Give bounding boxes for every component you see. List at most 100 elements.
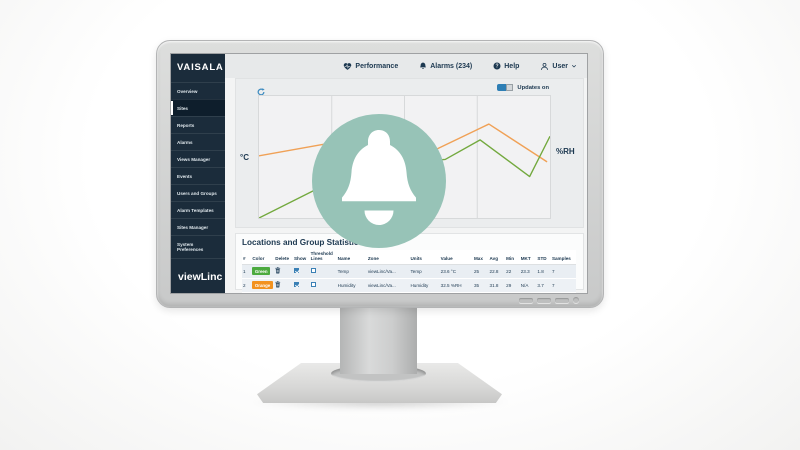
updates-control: Updates on: [497, 84, 549, 91]
sidebar-item-alarm-templates[interactable]: Alarm Templates: [171, 201, 225, 218]
topbar-item-user[interactable]: User: [540, 62, 577, 71]
samples-cell: 7: [550, 264, 576, 279]
sidebar-nav: Overview Sites Reports Alarms Views Manager E…: [171, 82, 225, 259]
delete-button[interactable]: [275, 267, 281, 274]
sidebar-item-system-preferences[interactable]: System Preferences: [171, 235, 225, 259]
threshold-lines-checkbox[interactable]: [310, 268, 316, 274]
column-header: Color: [251, 250, 275, 265]
show-checkbox[interactable]: [293, 268, 299, 274]
monitor: VAISALA Overview Sites Reports Alarms Views …: [156, 40, 604, 308]
row-index: 2: [242, 278, 252, 293]
heart-pulse-icon: [344, 62, 352, 70]
name-cell: Temp: [336, 264, 367, 279]
topbar-item-label: User: [552, 62, 568, 70]
refresh-icon[interactable]: [257, 83, 265, 96]
user-icon: [541, 62, 549, 70]
sidebar-item-label: Reports: [177, 122, 195, 128]
color-badge: Orange: [252, 281, 273, 290]
sidebar-item-users-and-groups[interactable]: Users and Groups: [171, 184, 225, 201]
screen: VAISALA Overview Sites Reports Alarms Views …: [171, 54, 587, 293]
svg-text:?: ?: [496, 64, 499, 70]
viewlinc-wordmark: viewLinc: [178, 271, 223, 283]
sidebar-item-label: Views Manager: [177, 156, 211, 162]
column-header: STD: [536, 250, 551, 265]
column-header: MKT: [519, 250, 537, 265]
sidebar-item-label: Alarm Templates: [177, 207, 214, 213]
topbar-item-label: Help: [504, 62, 520, 70]
units-cell: Humidity: [409, 278, 440, 293]
alarm-bell-badge: [312, 114, 446, 248]
monitor-button: [519, 297, 533, 303]
avg-cell: 22.8: [488, 264, 506, 279]
threshold-lines-checkbox[interactable]: [310, 282, 316, 288]
statistics-table: # Color Delete Show Threshold Lines Name Zone U…: [242, 250, 576, 293]
min-cell: 22: [505, 264, 520, 279]
updates-toggle[interactable]: [497, 84, 514, 91]
column-header: Max: [472, 250, 489, 265]
delete-button[interactable]: [275, 281, 281, 288]
threshold-cell: [309, 278, 337, 293]
color-badge: Green: [252, 267, 271, 276]
statistics-title: Locations and Group Statistics: [242, 238, 364, 247]
color-cell: Green: [251, 264, 275, 279]
sidebar-item-events[interactable]: Events: [171, 167, 225, 184]
topbar-item-alarms[interactable]: Alarms (234): [419, 62, 472, 70]
left-axis-label: °C: [240, 153, 249, 162]
sidebar-item-sites[interactable]: Sites: [171, 99, 225, 117]
sidebar-item-reports[interactable]: Reports: [171, 116, 225, 133]
column-header: Avg: [488, 250, 506, 265]
bell-icon: [342, 130, 416, 202]
sidebar-item-label: Sites: [177, 105, 188, 111]
sidebar-item-label: Events: [177, 173, 193, 179]
sidebar-item-views-manager[interactable]: Views Manager: [171, 150, 225, 167]
topbar-item-performance[interactable]: Performance: [343, 62, 398, 71]
sidebar-item-alarms[interactable]: Alarms: [171, 133, 225, 150]
column-header: Delete: [274, 250, 293, 265]
column-header: Samples: [550, 250, 576, 265]
topbar-item-help[interactable]: ? Help: [493, 62, 519, 70]
column-header: Show: [292, 250, 310, 265]
monitor-button: [537, 297, 551, 303]
trash-icon: [275, 281, 281, 288]
value-cell: 32.5 %RH: [439, 278, 473, 293]
show-cell: [292, 278, 310, 293]
units-cell: Temp: [409, 264, 440, 279]
delete-cell: [274, 264, 293, 279]
column-header: #: [242, 250, 252, 265]
zone-cell: viewLinc/Va...: [366, 278, 410, 293]
zone-cell: viewLinc/Va...: [366, 264, 410, 279]
sidebar-item-label: System Preferences: [177, 241, 204, 252]
sidebar-item-sites-manager[interactable]: Sites Manager: [171, 218, 225, 235]
statistics-panel: Locations and Group Statistics # Color Del…: [235, 233, 584, 293]
sidebar-item-label: Overview: [177, 88, 198, 94]
row-index: 1: [242, 264, 252, 279]
bell-clapper: [364, 210, 394, 225]
max-cell: 35: [472, 278, 489, 293]
monitor-stand-neck: [340, 300, 417, 374]
main-area: Performance Alarms (234)? Help User Updates…: [225, 54, 587, 293]
table-row: 1 Green Temp viewLinc/Va... Temp 23.6 °C 25 22.…: [242, 264, 576, 279]
mkt-cell: 23.3: [519, 264, 537, 279]
max-cell: 25: [472, 264, 489, 279]
show-checkbox[interactable]: [293, 282, 299, 288]
bezel-buttons: [519, 297, 579, 303]
value-cell: 23.6 °C: [439, 264, 473, 279]
sidebar-item-overview[interactable]: Overview: [171, 82, 225, 99]
table-row: 2 Orange Humidity viewLinc/Va... Humidity 32.…: [242, 278, 576, 293]
color-cell: Orange: [251, 278, 275, 293]
std-cell: 1.8: [536, 264, 551, 279]
sidebar-item-label: Sites Manager: [177, 224, 209, 230]
avg-cell: 31.8: [488, 278, 506, 293]
samples-cell: 7: [550, 278, 576, 293]
toggle-knob: [506, 84, 514, 91]
delete-cell: [274, 278, 293, 293]
monitor-button: [555, 297, 569, 303]
name-cell: Humidity: [336, 278, 367, 293]
monitor-power-button: [573, 297, 579, 303]
vaisala-logo: VAISALA: [177, 62, 224, 73]
std-cell: 3.7: [536, 278, 551, 293]
bell-icon: [420, 62, 427, 69]
topbar: Performance Alarms (234)? Help User: [225, 54, 587, 78]
sidebar: VAISALA Overview Sites Reports Alarms Views …: [171, 54, 225, 293]
topbar-item-label: Alarms (234): [430, 62, 473, 70]
